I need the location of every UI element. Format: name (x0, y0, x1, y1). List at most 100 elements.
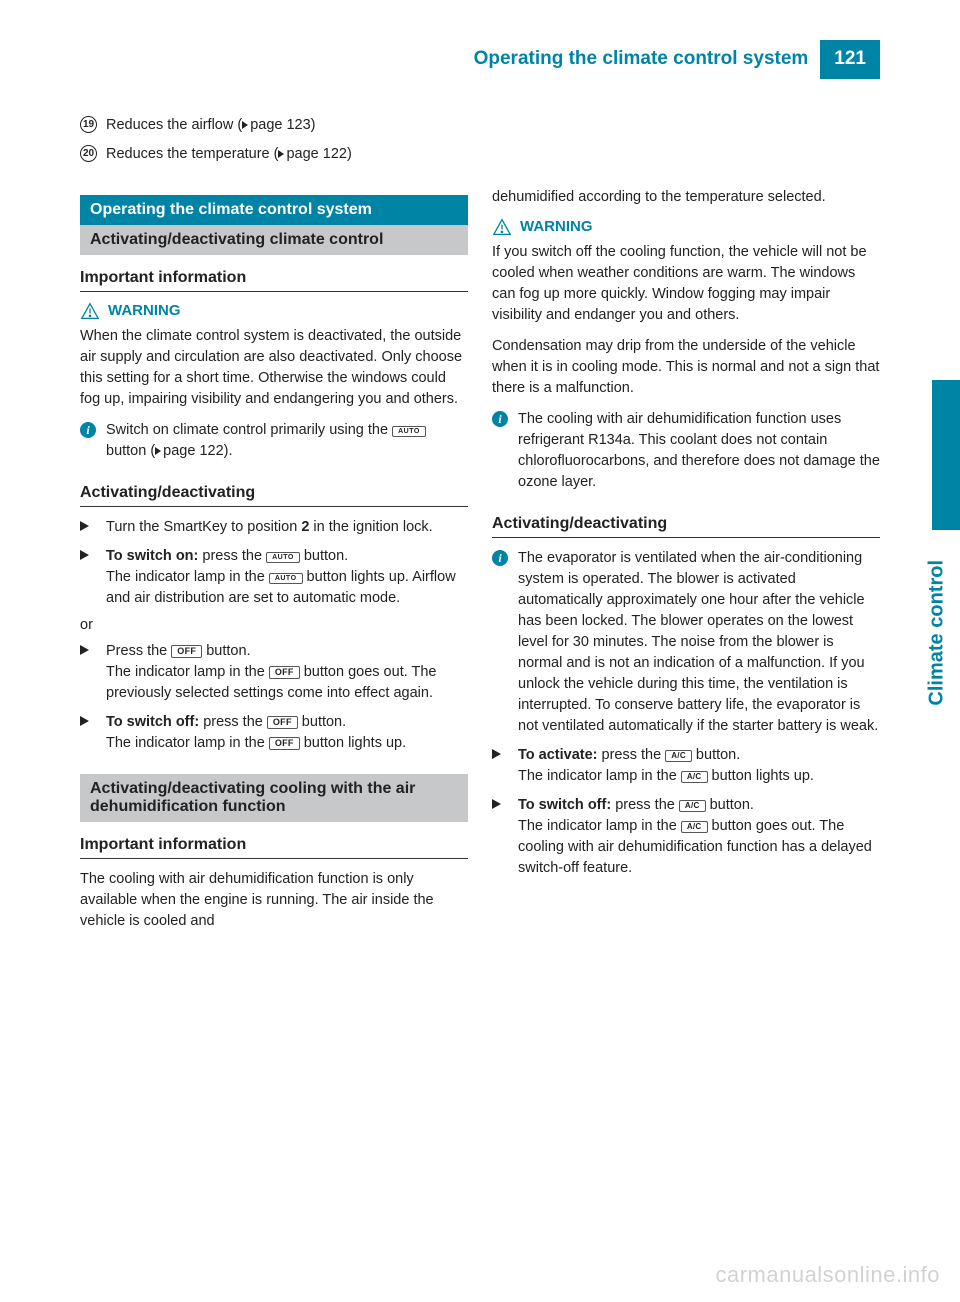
warning-2-head: WARNING (492, 218, 880, 236)
info1-page: page 122). (163, 443, 232, 459)
ref-20: 20 Reduces the temperature ( page 122) (80, 144, 480, 165)
pageref-icon (278, 150, 284, 158)
header-title: Operating the climate control system (474, 40, 821, 79)
step2-c: button. (300, 548, 348, 564)
warning-icon (492, 218, 512, 236)
step3-c: The indicator lamp in the (106, 664, 269, 680)
step-4: To switch off: press the OFF button. The… (80, 712, 468, 754)
info-list-2: i The cooling with air dehumidification … (492, 409, 880, 493)
info2-text: The cooling with air dehumidification fu… (518, 411, 880, 490)
warning-1-text: When the climate control system is deact… (80, 326, 468, 410)
info-list-3: i The evaporator is ventilated when the … (492, 548, 880, 879)
step5-a: To activate: (518, 747, 598, 763)
step2-a: To switch on: (106, 548, 198, 564)
off-button-label: OFF (171, 645, 202, 658)
step4-c: button. (298, 714, 346, 730)
step1-c: in the ignition lock. (309, 519, 432, 535)
off-button-label: OFF (269, 737, 300, 750)
p-condensation: Condensation may drip from the underside… (492, 336, 880, 399)
step4-e: button lights up. (300, 735, 406, 751)
step2-d: The indicator lamp in the (106, 569, 269, 585)
steps-left-2: Press the OFF button. The indicator lamp… (80, 641, 468, 754)
ref-20-page: page 122) (286, 146, 351, 162)
warning-2-label: WARNING (520, 218, 593, 235)
info-icon: i (80, 422, 96, 438)
p-cooling: The cooling with air dehumidification fu… (80, 869, 468, 932)
step6-d: The indicator lamp in the (518, 818, 681, 834)
step-6: To switch off: press the A/C button. The… (492, 795, 880, 879)
step5-d: The indicator lamp in the (518, 768, 681, 784)
watermark: carmanualsonline.info (715, 1262, 940, 1288)
info-item-3: i The evaporator is ventilated when the … (492, 548, 880, 737)
info-icon: i (492, 550, 508, 566)
info1-a: Switch on climate control primarily usin… (106, 422, 392, 438)
step3-b: button. (202, 643, 250, 659)
step4-a: To switch off: (106, 714, 199, 730)
step-icon (492, 749, 501, 759)
p-top-right: dehumidified according to the temperatur… (492, 187, 880, 208)
ac-button-label: A/C (665, 750, 692, 762)
step5-e: button lights up. (708, 768, 814, 784)
page-header: Operating the climate control system 121 (80, 40, 880, 79)
ref-19: 19 Reduces the airflow ( page 123) (80, 115, 480, 136)
step-icon (80, 645, 89, 655)
info-icon: i (492, 411, 508, 427)
step4-d: The indicator lamp in the (106, 735, 269, 751)
info-item-1: i Switch on climate control primarily us… (80, 420, 468, 462)
circled-20: 20 (80, 145, 97, 162)
ref-19-text: Reduces the airflow ( (106, 117, 242, 133)
info3-text: The evaporator is ventilated when the ai… (518, 550, 878, 734)
subsection-activating: Activating/deactivating climate control (80, 225, 468, 255)
right-column: dehumidified according to the temperatur… (492, 177, 880, 942)
step-5: To activate: press the A/C button. The i… (492, 745, 880, 787)
auto-button-label: AUTO (266, 552, 300, 563)
circled-19: 19 (80, 116, 97, 133)
step-icon (80, 521, 89, 531)
step6-b: press the (611, 797, 679, 813)
step6-a: To switch off: (518, 797, 611, 813)
h3-important-1: Important information (80, 255, 468, 292)
left-column: Operating the climate control system Act… (80, 177, 468, 942)
pageref-icon (155, 447, 161, 455)
ac-button-label: A/C (681, 821, 708, 833)
ac-button-label: A/C (681, 771, 708, 783)
step-icon (80, 550, 89, 560)
step-1: Turn the SmartKey to position 2 in the i… (80, 517, 468, 538)
step1-a: Turn the SmartKey to position (106, 519, 301, 535)
step2-b: press the (198, 548, 266, 564)
top-refs: 19 Reduces the airflow ( page 123) 20 Red… (80, 115, 480, 165)
page-number: 121 (820, 40, 880, 79)
step-2: To switch on: press the AUTO button. The… (80, 546, 468, 609)
off-button-label: OFF (269, 666, 300, 679)
step4-b: press the (199, 714, 267, 730)
steps-left: Turn the SmartKey to position 2 in the i… (80, 517, 468, 609)
warning-2-text: If you switch off the cooling function, … (492, 242, 880, 326)
warning-1-head: WARNING (80, 302, 468, 320)
page-content: Operating the climate control system 121… (80, 40, 880, 1260)
pageref-icon (242, 121, 248, 129)
two-columns: Operating the climate control system Act… (80, 177, 880, 942)
section-title: Operating the climate control system (80, 195, 468, 225)
subsection-cooling: Activating/deactivating cooling with the… (80, 774, 468, 822)
step-icon (492, 799, 501, 809)
h3-activating-1: Activating/deactivating (80, 470, 468, 507)
h3-activating-2: Activating/deactivating (492, 501, 880, 538)
auto-button-label: AUTO (392, 426, 426, 437)
info1-b: button ( (106, 443, 155, 459)
section-tab (932, 380, 960, 530)
info-list-1: i Switch on climate control primarily us… (80, 420, 468, 462)
ac-button-label: A/C (679, 800, 706, 812)
warning-icon (80, 302, 100, 320)
step3-a: Press the (106, 643, 171, 659)
off-button-label: OFF (267, 716, 298, 729)
step5-c: button. (692, 747, 740, 763)
ref-19-page: page 123) (250, 117, 315, 133)
h3-important-2: Important information (80, 822, 468, 859)
info-item-2: i The cooling with air dehumidification … (492, 409, 880, 493)
step-3: Press the OFF button. The indicator lamp… (80, 641, 468, 704)
step5-b: press the (598, 747, 666, 763)
section-side-label: Climate control (926, 560, 949, 706)
ref-20-text: Reduces the temperature ( (106, 146, 278, 162)
warning-1-label: WARNING (108, 302, 181, 319)
or-text: or (80, 617, 468, 633)
